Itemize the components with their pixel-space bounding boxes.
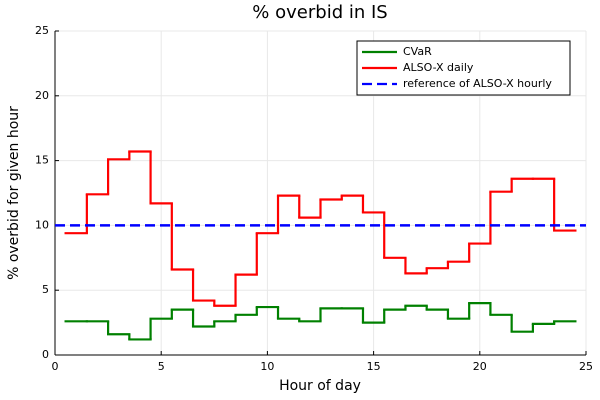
y-axis-label: % overbid for given hour [6, 106, 22, 280]
chart-title: % overbid in IS [252, 2, 387, 23]
step-riser [85, 151, 556, 306]
legend-label: ALSO-X daily [403, 61, 474, 74]
x-tick-label: 20 [473, 360, 487, 373]
x-tick-label: 0 [52, 360, 59, 373]
x-tick-label: 15 [367, 360, 381, 373]
x-tick-label: 5 [158, 360, 165, 373]
y-tick-label: 5 [42, 283, 49, 296]
y-tick-label: 20 [35, 89, 49, 102]
y-tick-label: 10 [35, 218, 49, 231]
y-tick-label: 15 [35, 154, 49, 167]
legend-label: reference of ALSO-X hourly [403, 77, 552, 90]
x-tick-label: 10 [260, 360, 274, 373]
x-tick-label: 25 [579, 360, 593, 373]
x-axis-label: Hour of day [279, 378, 361, 394]
y-tick-label: 0 [42, 348, 49, 361]
y-tick-label: 25 [35, 24, 49, 37]
legend-label: CVaR [403, 45, 432, 58]
